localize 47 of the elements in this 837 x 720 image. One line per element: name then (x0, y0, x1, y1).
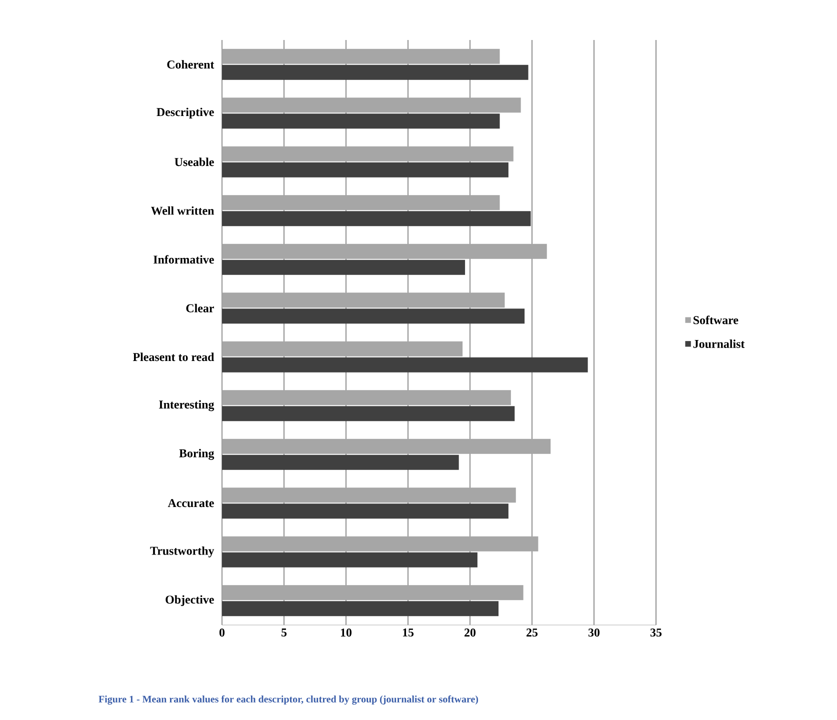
y-tick-label: Clear (186, 304, 214, 312)
bar (222, 64, 528, 80)
bar (222, 390, 511, 406)
bar (222, 292, 505, 308)
bar (222, 585, 524, 600)
x-tick-label: 25 (526, 628, 538, 637)
bar (222, 260, 466, 275)
bar (222, 536, 538, 552)
x-tick-label: 10 (340, 628, 352, 637)
caption: Figure 1 - Mean rank values for each descriptor, clutred by group (journalist or software) (98, 695, 478, 705)
bar (222, 357, 588, 372)
y-tick-label: Boring (179, 448, 214, 460)
bar (222, 552, 478, 568)
x-tick-label: 15 (402, 628, 414, 637)
x-tick-label: 20 (464, 628, 476, 637)
bar (222, 601, 499, 616)
bar (222, 146, 514, 162)
y-tick-label: Descriptive (156, 108, 214, 119)
y-tick-label: Coherent (167, 60, 214, 69)
legend-label: Journalist (693, 340, 745, 348)
bar (222, 341, 463, 356)
y-tick-label: Informative (154, 255, 214, 264)
bar (222, 211, 531, 226)
y-tick-label: Objective (166, 595, 214, 606)
bar (222, 454, 459, 470)
x-tick-label: 5 (282, 628, 287, 636)
bar (222, 48, 500, 64)
x-tick-label: 35 (650, 628, 662, 637)
y-tick-label: Accurate (168, 499, 214, 508)
bar (222, 308, 525, 324)
x-tick-label: 30 (588, 628, 600, 637)
bar (222, 98, 521, 113)
bar (222, 244, 547, 259)
y-tick-label: Useable (174, 158, 214, 166)
y-tick-label: Trustworthy (150, 546, 214, 558)
bar (222, 504, 508, 519)
y-tick-label: Interesting (159, 400, 214, 412)
y-tick-label: Pleasent to read (132, 352, 214, 362)
bar (222, 195, 500, 210)
bar (222, 162, 508, 178)
bar (222, 114, 500, 129)
bar (222, 488, 516, 503)
y-tick-label: Well written (150, 206, 214, 215)
legend-label: Software (694, 316, 738, 324)
bar (222, 406, 515, 422)
bar (222, 438, 551, 454)
x-tick-label: 0 (219, 628, 225, 637)
